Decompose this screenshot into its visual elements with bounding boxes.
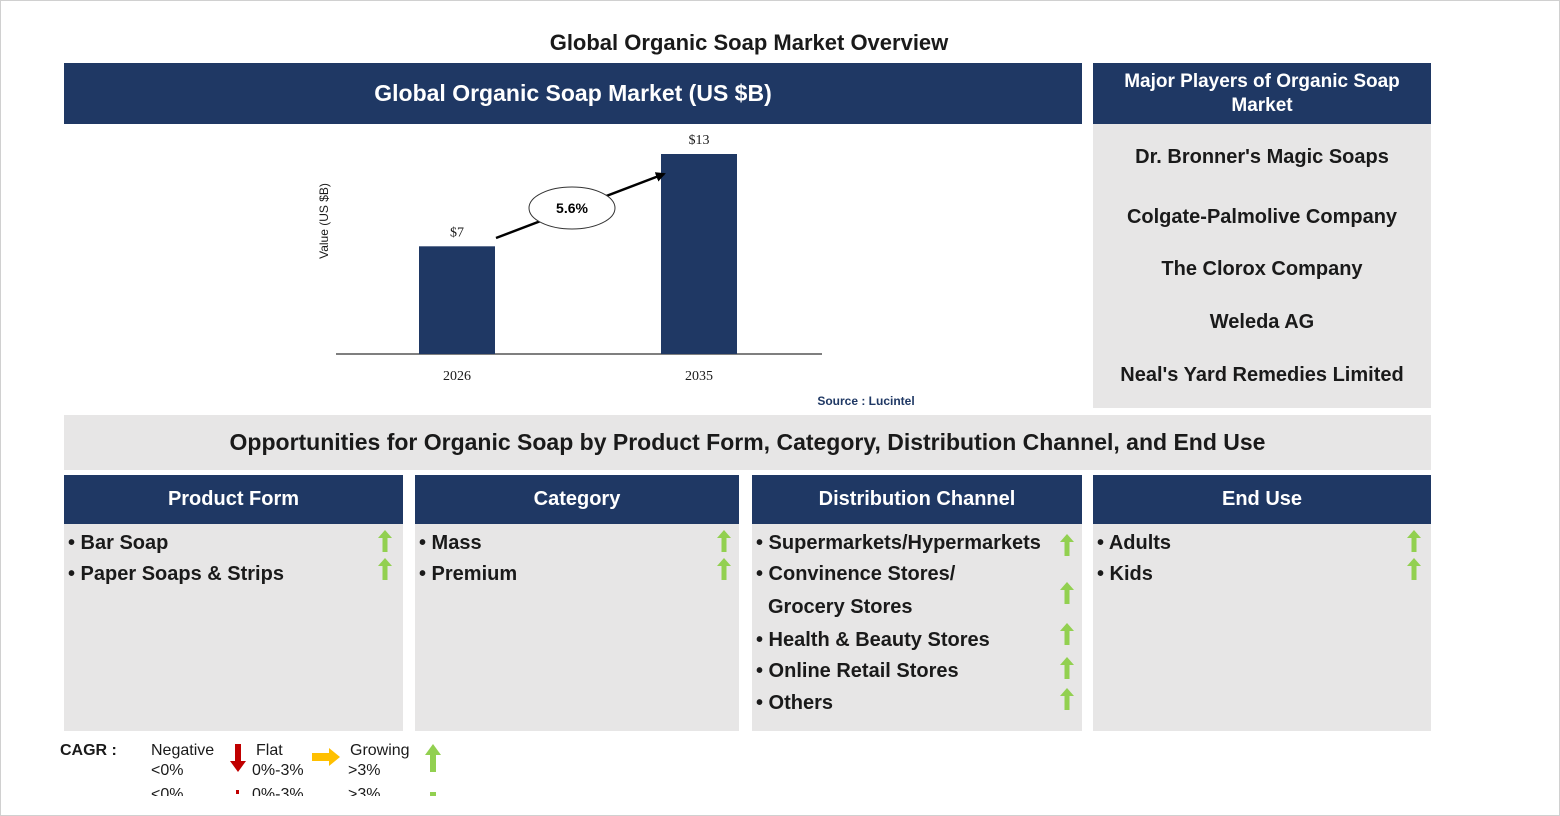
segment-item: • Adults (1097, 532, 1172, 554)
segment-item: • Paper Soaps & Strips (68, 563, 284, 585)
player-item: Weleda AG (1209, 311, 1315, 333)
legend-label: CAGR : (60, 742, 117, 759)
legend-growing-range-duplicate: >3% (348, 786, 381, 796)
legend-flat-range-duplicate: 0%-3% (252, 786, 304, 796)
up-arrow-icon (1060, 582, 1074, 604)
player-item: Dr. Bronner's Magic Soaps (1135, 146, 1389, 168)
segment-item: • Bar Soap (68, 532, 169, 554)
segment-item: • Convinence Stores/ (756, 563, 956, 585)
page-title: Global Organic Soap Market Overview (549, 30, 949, 55)
up-arrow-icon-duplicate (430, 792, 436, 796)
up-arrow-icon (717, 530, 731, 552)
x-tick-label-2026: 2026 (443, 369, 471, 384)
player-item: Colgate-Palmolive Company (1126, 206, 1398, 228)
bar-chart: Value (US $B) $7 2026 $13 2035 5.6% Source … (317, 133, 915, 408)
up-arrow-icon (1407, 530, 1421, 552)
up-arrow-icon (1060, 688, 1074, 710)
segment-item: • Kids (1097, 563, 1153, 585)
segment-header-end-use: End Use (1093, 475, 1431, 524)
segment-item: • Health & Beauty Stores (756, 629, 990, 651)
players-header: Major Players of Organic Soap Market (1093, 63, 1431, 124)
bar-2026 (419, 246, 495, 354)
segment-item: • Online Retail Stores (756, 660, 959, 682)
data-label-2035: $13 (689, 133, 710, 148)
up-arrow-icon (378, 558, 392, 580)
segment-item: • Mass (419, 532, 482, 554)
legend-flat-range: 0%-3% (252, 762, 304, 779)
segment-item: • Supermarkets/Hypermarkets (756, 532, 1041, 554)
segment-header-category: Category (415, 475, 739, 524)
segment-body-product-form: • Bar Soap • Paper Soaps & Strips (64, 524, 403, 731)
chart-header: Global Organic Soap Market (US $B) (64, 63, 1082, 124)
legend-growing-name: Growing (350, 742, 410, 759)
legend-flat-name: Flat (256, 742, 283, 759)
down-arrow-icon (230, 744, 246, 772)
legend-negative-range: <0% (151, 762, 184, 779)
x-tick-label-2035: 2035 (685, 369, 713, 384)
cagr-label: 5.6% (556, 200, 588, 216)
bar-2035 (661, 154, 737, 354)
up-arrow-icon (1060, 657, 1074, 679)
cagr-ellipse (528, 186, 616, 230)
segment-header-product-form: Product Form (64, 475, 403, 524)
segment-item: • Premium (419, 563, 518, 585)
player-item: The Clorox Company (1161, 258, 1363, 280)
up-arrow-icon (717, 558, 731, 580)
up-arrow-icon (1407, 558, 1421, 580)
up-arrow-icon (425, 744, 441, 772)
chart-source: Source : Lucintel (817, 394, 914, 408)
up-arrow-icon (1060, 623, 1074, 645)
segment-item: Grocery Stores (768, 596, 913, 618)
segment-item: • Others (756, 692, 834, 714)
players-panel: Dr. Bronner's Magic Soaps Colgate-Palmol… (1093, 124, 1431, 408)
player-item: Neal's Yard Remedies Limited (1120, 364, 1404, 386)
legend-negative-name: Negative (151, 742, 215, 759)
data-label-2026: $7 (450, 225, 464, 240)
down-arrow-icon-duplicate (236, 790, 239, 794)
legend-negative-range-duplicate: <0% (151, 786, 184, 796)
segment-body-end-use: • Adults • Kids (1093, 524, 1431, 731)
segment-body-distribution-channel: • Supermarkets/Hypermarkets • Convinence… (752, 524, 1082, 731)
legend-growing-range: >3% (348, 762, 381, 779)
up-arrow-icon (1060, 534, 1074, 556)
up-arrow-icon (378, 530, 392, 552)
right-arrow-icon (312, 748, 340, 766)
segment-body-category: • Mass • Premium (415, 524, 739, 731)
y-axis-label: Value (US $B) (317, 183, 331, 259)
opportunities-banner: Opportunities for Organic Soap by Produc… (64, 415, 1431, 470)
segment-header-distribution-channel: Distribution Channel (752, 475, 1082, 524)
